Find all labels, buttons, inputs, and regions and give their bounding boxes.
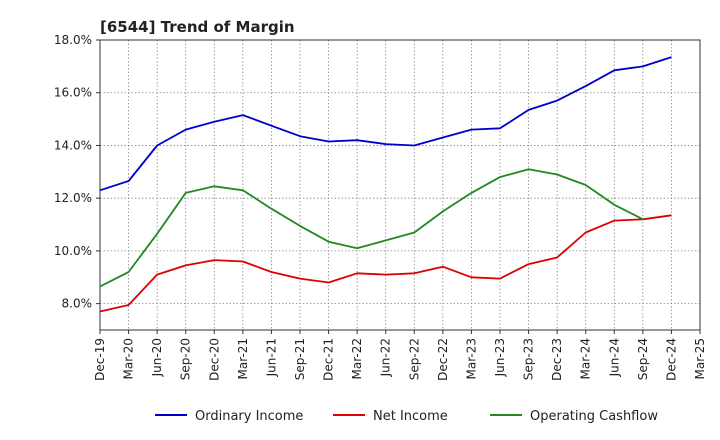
- x-tick-label: Sep-21: [293, 338, 307, 380]
- x-tick-label: Dec-21: [322, 338, 336, 381]
- legend-label: Ordinary Income: [195, 409, 303, 424]
- x-tick-label: Dec-23: [550, 338, 564, 381]
- y-tick-label: 8.0%: [62, 297, 93, 311]
- x-tick-label: Sep-24: [636, 338, 650, 380]
- x-tick-label: Jun-24: [607, 338, 621, 377]
- x-tick-label: Mar-23: [464, 338, 478, 379]
- series-line-ordinary-income: [99, 56, 672, 192]
- y-tick-label: 16.0%: [54, 86, 92, 100]
- x-tick-label: Jun-20: [150, 338, 164, 377]
- legend-label: Net Income: [373, 409, 448, 424]
- x-axis-ticks: Dec-19 Mar-20 Jun-20 Sep-20 Dec-20 Mar-21 Jun-…: [93, 330, 707, 381]
- x-tick-label: Sep-22: [407, 338, 421, 380]
- x-tick-label: Sep-23: [522, 338, 536, 380]
- y-axis-ticks: 8.0% 10.0% 12.0% 14.0% 16.0% 18.0%: [54, 33, 100, 311]
- x-tick-label: Mar-21: [236, 338, 250, 379]
- x-tick-label: Sep-20: [179, 338, 193, 380]
- y-tick-label: 14.0%: [54, 138, 92, 152]
- legend: Ordinary Income Net Income Operating Cashf…: [155, 409, 658, 424]
- x-tick-label: Mar-25: [693, 338, 707, 379]
- y-tick-label: 12.0%: [54, 191, 92, 205]
- series-lines: [99, 56, 672, 313]
- x-tick-label: Mar-24: [579, 338, 593, 379]
- x-tick-label: Mar-20: [122, 338, 136, 379]
- legend-label: Operating Cashflow: [530, 409, 658, 424]
- x-tick-label: Dec-24: [664, 338, 678, 381]
- chart-title: [6544] Trend of Margin: [100, 18, 295, 36]
- y-tick-label: 18.0%: [54, 33, 92, 47]
- x-tick-label: Jun-21: [264, 338, 278, 377]
- series-line-operating-cashflow: [99, 168, 644, 288]
- grid-lines: [100, 39, 700, 330]
- x-tick-label: Jun-23: [493, 338, 507, 377]
- x-tick-label: Dec-22: [436, 338, 450, 381]
- x-tick-label: Mar-22: [350, 338, 364, 379]
- series-line-net-income: [99, 214, 672, 313]
- y-tick-label: 10.0%: [54, 244, 92, 258]
- x-tick-label: Dec-19: [93, 338, 107, 381]
- x-tick-label: Dec-20: [207, 338, 221, 381]
- plot-area-frame: [99, 39, 701, 331]
- x-tick-label: Jun-22: [379, 338, 393, 377]
